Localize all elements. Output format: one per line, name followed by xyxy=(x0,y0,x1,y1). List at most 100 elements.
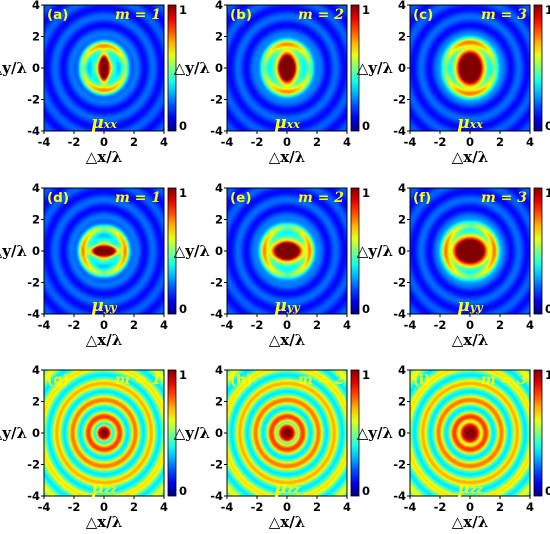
y-tick-label: 4 xyxy=(215,0,223,12)
x-axis-label: △x/λ xyxy=(269,148,305,166)
colorbar-min-label: 0 xyxy=(545,302,550,316)
panel-b: -4 -2 0 2 4 4 2 0 -2 -4 △x/λ △y/λ (b) m = 2 μxx 1 0 xyxy=(174,0,370,166)
colorbar xyxy=(350,4,360,132)
y-tick-label: 0 xyxy=(32,61,40,75)
colorbar-max-label: 1 xyxy=(179,186,187,200)
heatmap-image xyxy=(44,370,164,496)
heatmap-image xyxy=(410,5,530,131)
x-tick-label: 0 xyxy=(283,135,291,149)
heatmap-image xyxy=(44,188,164,314)
y-tick-label: 2 xyxy=(398,395,406,409)
component-label: μxx xyxy=(91,113,117,133)
x-tick-label: 2 xyxy=(496,318,504,332)
colorbar-min-label: 0 xyxy=(362,302,370,316)
panel-label: (i) xyxy=(413,372,430,388)
x-axis-label: △x/λ xyxy=(86,513,122,531)
m-label: m = 1 xyxy=(115,372,161,388)
x-tick-label: 2 xyxy=(496,135,504,149)
y-tick-label: -4 xyxy=(27,124,40,138)
colorbar xyxy=(350,369,360,497)
x-tick-label: -4 xyxy=(38,318,51,332)
y-tick-label: 0 xyxy=(398,244,406,258)
panel-label: (d) xyxy=(47,190,69,206)
heatmap-image xyxy=(44,5,164,131)
colorbar-max-label: 1 xyxy=(362,368,370,382)
y-axis-label: △y/λ xyxy=(0,424,27,442)
y-tick-label: 4 xyxy=(215,181,223,195)
m-label: m = 1 xyxy=(115,190,161,206)
component-label: μyy xyxy=(274,296,301,316)
colorbar-max-label: 1 xyxy=(545,368,550,382)
component-symbol: μ xyxy=(457,113,469,133)
x-tick-label: -4 xyxy=(404,135,417,149)
colorbar xyxy=(350,187,360,315)
x-tick-label: -4 xyxy=(38,135,51,149)
x-tick-label: -4 xyxy=(221,500,234,514)
component-label: μxx xyxy=(274,113,300,133)
x-tick-label: -4 xyxy=(221,318,234,332)
y-tick-label: -2 xyxy=(393,93,406,107)
x-tick-label: -4 xyxy=(404,500,417,514)
colorbar-min-label: 0 xyxy=(362,119,370,133)
colorbar xyxy=(533,369,543,497)
x-tick-label: -2 xyxy=(251,318,264,332)
x-tick-label: -2 xyxy=(68,318,81,332)
component-label: μzz xyxy=(92,478,118,498)
x-tick-label: 0 xyxy=(100,318,108,332)
heatmap-image xyxy=(227,370,347,496)
y-axis-label: △y/λ xyxy=(357,242,393,260)
component-label: μzz xyxy=(275,478,301,498)
colorbar-max-label: 1 xyxy=(179,368,187,382)
y-tick-label: 2 xyxy=(215,213,223,227)
component-subscript: yy xyxy=(286,301,301,314)
y-tick-label: -4 xyxy=(393,124,406,138)
y-axis-label: △y/λ xyxy=(357,424,393,442)
y-axis-label: △y/λ xyxy=(0,59,27,77)
x-tick-label: 4 xyxy=(343,500,351,514)
colorbar xyxy=(167,369,177,497)
y-tick-label: 2 xyxy=(398,213,406,227)
x-axis-label: △x/λ xyxy=(86,148,122,166)
panel-c: -4 -2 0 2 4 4 2 0 -2 -4 △x/λ △y/λ (c) m = 3 μxx 1 0 xyxy=(357,0,550,166)
component-subscript: zz xyxy=(286,483,300,496)
y-tick-label: -2 xyxy=(210,458,223,472)
y-tick-label: -4 xyxy=(210,489,223,503)
x-tick-label: 4 xyxy=(526,135,534,149)
component-label: μyy xyxy=(457,296,484,316)
component-symbol: μ xyxy=(92,478,104,498)
panel-label: (e) xyxy=(230,190,252,206)
panel-e: -4 -2 0 2 4 4 2 0 -2 -4 △x/λ △y/λ (e) m = 2 μyy 1 0 xyxy=(174,181,370,349)
x-tick-label: 0 xyxy=(466,500,474,514)
x-tick-label: -2 xyxy=(434,318,447,332)
y-tick-label: -2 xyxy=(210,93,223,107)
x-tick-label: 0 xyxy=(100,135,108,149)
component-symbol: μ xyxy=(274,113,286,133)
heatmap-image xyxy=(410,188,530,314)
heatmap-image xyxy=(227,5,347,131)
colorbar-max-label: 1 xyxy=(362,3,370,17)
y-tick-label: -4 xyxy=(27,307,40,321)
y-tick-label: 0 xyxy=(398,61,406,75)
x-tick-label: 2 xyxy=(130,500,138,514)
m-label: m = 2 xyxy=(298,7,344,23)
panel-d: -4 -2 0 2 4 4 2 0 -2 -4 △x/λ △y/λ (d) m = 1 μyy 1 0 xyxy=(0,181,187,349)
x-tick-label: 0 xyxy=(100,500,108,514)
x-tick-label: 2 xyxy=(313,500,321,514)
y-tick-label: -4 xyxy=(393,489,406,503)
heatmap-image xyxy=(410,370,530,496)
component-subscript: xx xyxy=(103,118,118,131)
y-tick-label: 0 xyxy=(215,244,223,258)
colorbar-max-label: 1 xyxy=(362,186,370,200)
x-axis-label: △x/λ xyxy=(269,331,305,349)
y-tick-label: 4 xyxy=(32,0,40,12)
x-tick-label: 2 xyxy=(496,500,504,514)
y-tick-label: 0 xyxy=(215,61,223,75)
y-tick-label: 2 xyxy=(32,213,40,227)
y-tick-label: 2 xyxy=(32,395,40,409)
component-symbol: μ xyxy=(91,113,103,133)
y-axis-label: △y/λ xyxy=(174,242,210,260)
panel-label: (h) xyxy=(230,372,252,388)
x-axis-label: △x/λ xyxy=(452,331,488,349)
y-tick-label: 2 xyxy=(398,30,406,44)
